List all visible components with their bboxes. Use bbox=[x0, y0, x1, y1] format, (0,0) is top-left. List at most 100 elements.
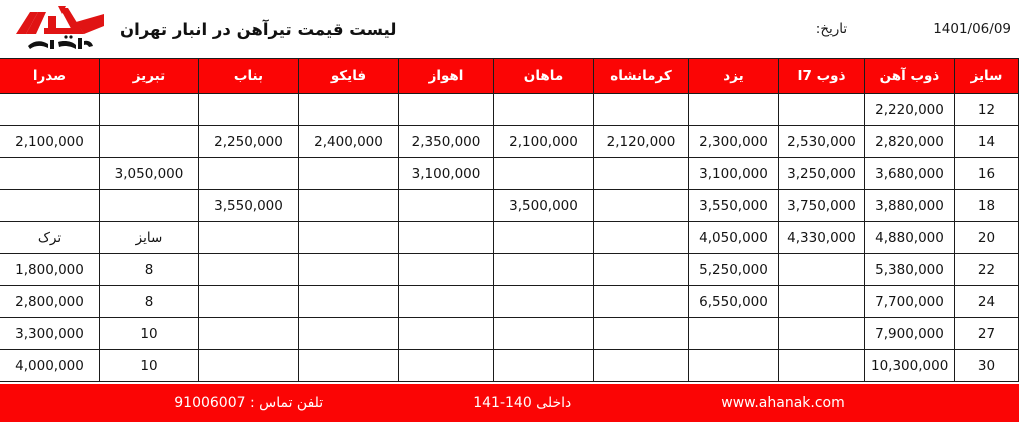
cell-kermanshah bbox=[593, 93, 689, 126]
cell-yazd bbox=[688, 317, 779, 350]
cell-zob-i7 bbox=[778, 285, 865, 318]
cell-zob-ahan: 7,700,000 bbox=[864, 285, 955, 318]
cell-kermanshah bbox=[593, 221, 689, 254]
table-header-row: سایز ذوب آهن ذوب I7 یزد کرمانشاه ماهان ا… bbox=[0, 58, 1019, 94]
cell-size: 24 bbox=[954, 285, 1019, 318]
cell-size: 27 bbox=[954, 317, 1019, 350]
column-header-ahvaz: اهواز bbox=[398, 58, 494, 94]
cell-bonab: 2,250,000 bbox=[198, 125, 299, 158]
cell-size: 20 bbox=[954, 221, 1019, 254]
cell-yazd: 3,550,000 bbox=[688, 189, 779, 222]
cell-fayko bbox=[298, 317, 399, 350]
column-header-yazd: یزد bbox=[688, 58, 779, 94]
cell-fayko bbox=[298, 349, 399, 382]
cell-ahvaz bbox=[398, 317, 494, 350]
cell-bonab bbox=[198, 349, 299, 382]
cell-fayko: 2,400,000 bbox=[298, 125, 399, 158]
price-table: سایز ذوب آهن ذوب I7 یزد کرمانشاه ماهان ا… bbox=[0, 58, 1019, 382]
cell-fayko bbox=[298, 285, 399, 318]
cell-ahvaz bbox=[398, 349, 494, 382]
cell-yazd: 5,250,000 bbox=[688, 253, 779, 286]
subtable-cell-turk: 1,800,000 bbox=[0, 253, 100, 286]
subtable-cell-turk: 3,300,000 bbox=[0, 317, 100, 350]
subtable-header-turk: ترک bbox=[0, 221, 100, 254]
footer-website[interactable]: www.ahanak.com bbox=[721, 395, 845, 411]
table-row: 14 2,820,000 2,530,000 2,300,000 2,120,0… bbox=[0, 125, 1019, 158]
cell-mahan bbox=[493, 349, 594, 382]
cell-zob-ahan: 10,300,000 bbox=[864, 349, 955, 382]
cell-tabriz: 3,050,000 bbox=[99, 157, 199, 190]
cell-kermanshah: 2,120,000 bbox=[593, 125, 689, 158]
cell-mahan bbox=[493, 221, 594, 254]
column-header-mahan: ماهان bbox=[493, 58, 594, 94]
table-row: 30 10,300,000 10 4,000,000 bbox=[0, 349, 1019, 382]
cell-size: 30 bbox=[954, 349, 1019, 382]
column-header-bonab: بناب bbox=[198, 58, 299, 94]
column-header-zob-i7: ذوب I7 bbox=[778, 58, 865, 94]
cell-zob-i7 bbox=[778, 253, 865, 286]
table-row: 20 4,880,000 4,330,000 4,050,000 سایز تر… bbox=[0, 221, 1019, 254]
cell-sadra bbox=[0, 93, 100, 126]
cell-ahvaz bbox=[398, 253, 494, 286]
cell-mahan: 2,100,000 bbox=[493, 125, 594, 158]
date-block: تاریخ: 1401/06/09 bbox=[816, 21, 1011, 37]
cell-bonab bbox=[198, 221, 299, 254]
cell-yazd: 3,100,000 bbox=[688, 157, 779, 190]
page-footer: تلفن تماس : 91006007 داخلی 140-141 www.a… bbox=[0, 384, 1019, 422]
cell-zob-ahan: 5,380,000 bbox=[864, 253, 955, 286]
cell-yazd bbox=[688, 93, 779, 126]
cell-bonab bbox=[198, 93, 299, 126]
cell-kermanshah bbox=[593, 285, 689, 318]
cell-ahvaz: 3,100,000 bbox=[398, 157, 494, 190]
column-header-sadra: صدرا bbox=[0, 58, 100, 94]
table-row: 22 5,380,000 5,250,000 8 1,800,000 bbox=[0, 253, 1019, 286]
cell-fayko bbox=[298, 253, 399, 286]
subtable-cell-turk: 2,800,000 bbox=[0, 285, 100, 318]
cell-tabriz bbox=[99, 125, 199, 158]
subtable-cell-size: 10 bbox=[99, 317, 199, 350]
date-value: 1401/06/09 bbox=[933, 21, 1011, 37]
cell-yazd: 4,050,000 bbox=[688, 221, 779, 254]
cell-mahan bbox=[493, 285, 594, 318]
footer-telephone: تلفن تماس : 91006007 bbox=[174, 395, 324, 411]
cell-size: 14 bbox=[954, 125, 1019, 158]
subtable-cell-size: 8 bbox=[99, 253, 199, 286]
subtable-cell-turk: 4,000,000 bbox=[0, 349, 100, 382]
cell-kermanshah bbox=[593, 253, 689, 286]
cell-yazd: 6,550,000 bbox=[688, 285, 779, 318]
page-title: لیست قیمت تیرآهن در انبار تهران bbox=[120, 19, 397, 39]
cell-zob-ahan: 7,900,000 bbox=[864, 317, 955, 350]
table-body: 12 2,220,000 14 2,820,000 2,530,000 2,30… bbox=[0, 93, 1019, 382]
cell-tabriz bbox=[99, 189, 199, 222]
cell-yazd bbox=[688, 349, 779, 382]
date-label: تاریخ: bbox=[815, 21, 848, 37]
cell-yazd: 2,300,000 bbox=[688, 125, 779, 158]
cell-kermanshah bbox=[593, 189, 689, 222]
cell-zob-i7 bbox=[778, 349, 865, 382]
cell-size: 12 bbox=[954, 93, 1019, 126]
cell-ahvaz: 2,350,000 bbox=[398, 125, 494, 158]
cell-zob-i7: 2,530,000 bbox=[778, 125, 865, 158]
cell-zob-ahan: 3,880,000 bbox=[864, 189, 955, 222]
page-header: لیست قیمت تیرآهن در انبار تهران تاریخ: 1… bbox=[0, 0, 1019, 58]
cell-fayko bbox=[298, 189, 399, 222]
column-header-kermanshah: کرمانشاه bbox=[593, 58, 689, 94]
cell-bonab bbox=[198, 157, 299, 190]
cell-bonab bbox=[198, 253, 299, 286]
cell-zob-i7: 3,750,000 bbox=[778, 189, 865, 222]
cell-zob-i7: 4,330,000 bbox=[778, 221, 865, 254]
cell-tabriz bbox=[99, 93, 199, 126]
cell-mahan bbox=[493, 317, 594, 350]
table-row: 16 3,680,000 3,250,000 3,100,000 3,100,0… bbox=[0, 157, 1019, 190]
cell-zob-ahan: 4,880,000 bbox=[864, 221, 955, 254]
cell-bonab: 3,550,000 bbox=[198, 189, 299, 222]
table-row: 24 7,700,000 6,550,000 8 2,800,000 bbox=[0, 285, 1019, 318]
cell-bonab bbox=[198, 285, 299, 318]
subtable-header-size: سایز bbox=[99, 221, 199, 254]
cell-mahan: 3,500,000 bbox=[493, 189, 594, 222]
ahanak-logo-icon bbox=[14, 4, 106, 54]
cell-kermanshah bbox=[593, 157, 689, 190]
cell-fayko bbox=[298, 93, 399, 126]
brand-block: لیست قیمت تیرآهن در انبار تهران bbox=[14, 4, 396, 54]
cell-zob-ahan: 3,680,000 bbox=[864, 157, 955, 190]
